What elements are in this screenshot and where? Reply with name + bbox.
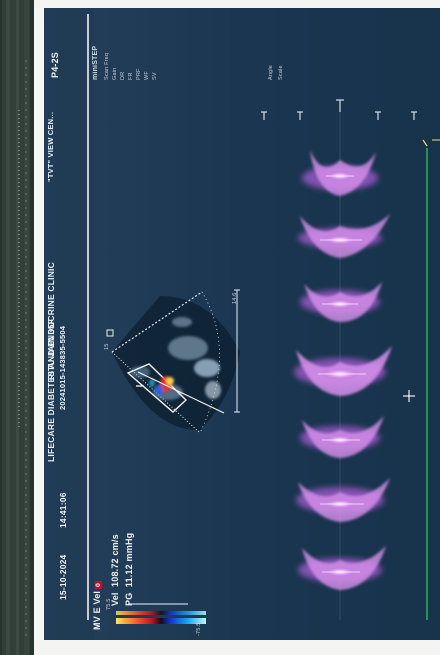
exam-date: 15-10-2024 [58,554,68,600]
side-panel-line-8: Angle [268,64,274,80]
measurement-cursor [403,390,415,402]
echo-sector [106,289,240,434]
doppler-ticks [261,99,417,120]
scale-marker: 15 [104,343,110,350]
pressure-gradient-readout: PG 11.12 mmHg [124,532,134,606]
velocity-readout: Vel 108.72 cm/s [110,534,120,606]
color-bar-max: 75.5 [106,598,112,610]
side-panel-line-1: Scan Freq [104,52,110,80]
color-bar [116,618,206,624]
bezel-texture [2,0,30,655]
side-panel-line-6: WF [144,71,150,80]
side-panel-line-5: PRF [136,68,142,80]
mode-label: "TVT" VIEW CEN... [46,111,55,182]
side-panel-line-9: Scale [278,65,284,80]
probe-label: P4-2S [50,51,60,78]
side-panel-line-3: DR [120,71,126,80]
exam-time: 14:41:06 [58,492,68,528]
side-panel-line-7: SV [152,72,158,80]
doppler-spectrum [294,150,392,590]
color-bar-min: -75.5 [196,622,202,636]
side-panel-line-2: Gain [112,67,118,80]
patient-id: 20241015-143835-5504 [58,325,67,410]
measurement-title: MV E Vel0 [92,581,102,630]
measurement-tag: 0 [95,581,102,589]
side-panel-header: miniSTEP [92,45,99,80]
side-panel-line-4: FR [128,72,134,80]
patient-name: RITU JAIN 35F [46,318,56,380]
depth-mark: 14.6 [232,292,238,304]
